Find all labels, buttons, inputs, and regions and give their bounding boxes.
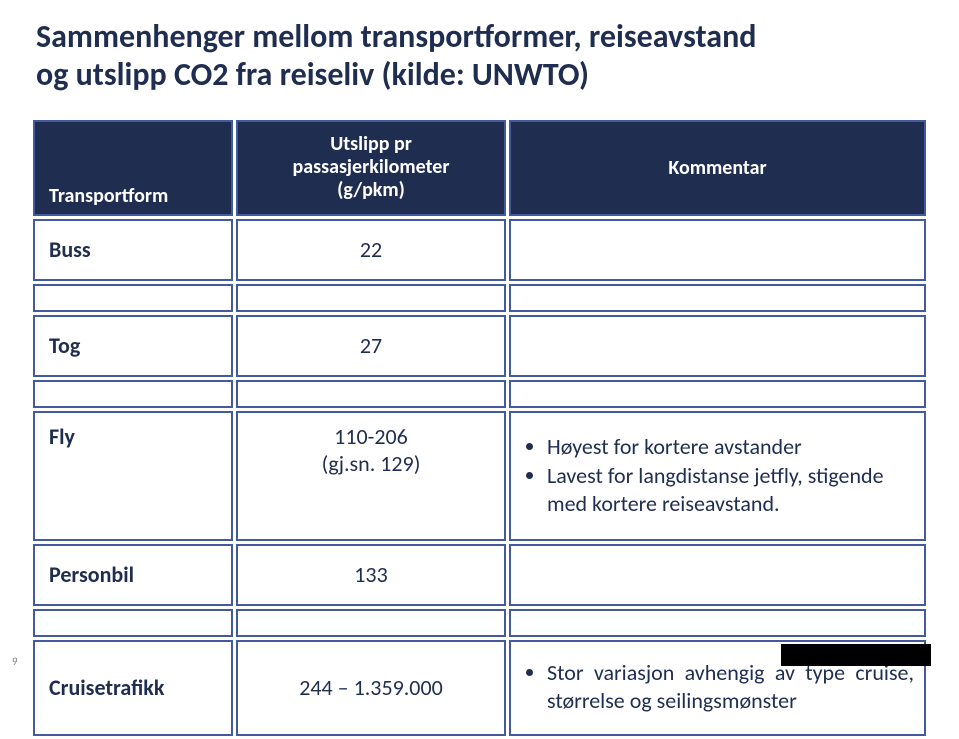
spacer xyxy=(33,380,926,408)
label-tog: Tog xyxy=(33,315,233,377)
col-header-transportform: Transportform xyxy=(33,120,233,216)
col-header-kommentar: Kommentar xyxy=(509,120,926,216)
value-cruise: 244 – 1.359.000 xyxy=(236,640,506,736)
label-cruise: Cruisetrafikk xyxy=(33,640,233,736)
col-header-utslipp-l2: passasjerkilometer xyxy=(293,155,450,179)
cruise-bullet-1: Stor variasjon avhengig av type cruise, … xyxy=(547,659,914,714)
label-personbil: Personbil xyxy=(33,544,233,606)
label-fly: Fly xyxy=(33,411,233,541)
title-line-1: Sammenhenger mellom transportformer, rei… xyxy=(36,17,756,56)
value-tog: 27 xyxy=(236,315,506,377)
value-fly-l1: 110-206 xyxy=(334,423,408,450)
comment-buss xyxy=(509,219,926,281)
col-header-utslipp-l3: (g/pkm) xyxy=(337,178,405,202)
spacer xyxy=(33,609,926,637)
value-fly-l2: (gj.sn. 129) xyxy=(322,450,421,477)
table-header-row: Transportform Utslipp pr passasjerkilome… xyxy=(33,120,926,216)
comment-tog xyxy=(509,315,926,377)
value-personbil: 133 xyxy=(236,544,506,606)
page-number: 9 xyxy=(12,655,18,668)
comment-personbil xyxy=(509,544,926,606)
label-buss: Buss xyxy=(33,219,233,281)
slide-title: Sammenhenger mellom transportformer, rei… xyxy=(36,18,929,95)
cruise-bullets: Stor variasjon avhengig av type cruise, … xyxy=(521,659,914,714)
fly-bullet-1: Høyest for kortere avstander xyxy=(547,433,914,461)
slide: Sammenhenger mellom transportformer, rei… xyxy=(0,0,959,676)
col-header-utslipp-l1: Utslipp pr xyxy=(330,132,412,156)
value-fly: 110-206 (gj.sn. 129) xyxy=(236,411,506,541)
fly-bullet-2: Lavest for langdistanse jetfly, stigende… xyxy=(547,462,914,517)
comment-fly: Høyest for kortere avstander Lavest for … xyxy=(509,411,926,541)
row-buss: Buss 22 xyxy=(33,219,926,281)
row-personbil: Personbil 133 xyxy=(33,544,926,606)
spacer xyxy=(33,284,926,312)
footer-logo xyxy=(781,644,931,666)
col-header-utslipp: Utslipp pr passasjerkilometer (g/pkm) xyxy=(236,120,506,216)
title-line-2: og utslipp CO2 fra reiseliv (kilde: UNWT… xyxy=(36,55,589,94)
row-tog: Tog 27 xyxy=(33,315,926,377)
value-buss: 22 xyxy=(236,219,506,281)
row-fly: Fly 110-206 (gj.sn. 129) Høyest for kort… xyxy=(33,411,926,541)
fly-bullets: Høyest for kortere avstander Lavest for … xyxy=(521,433,914,518)
